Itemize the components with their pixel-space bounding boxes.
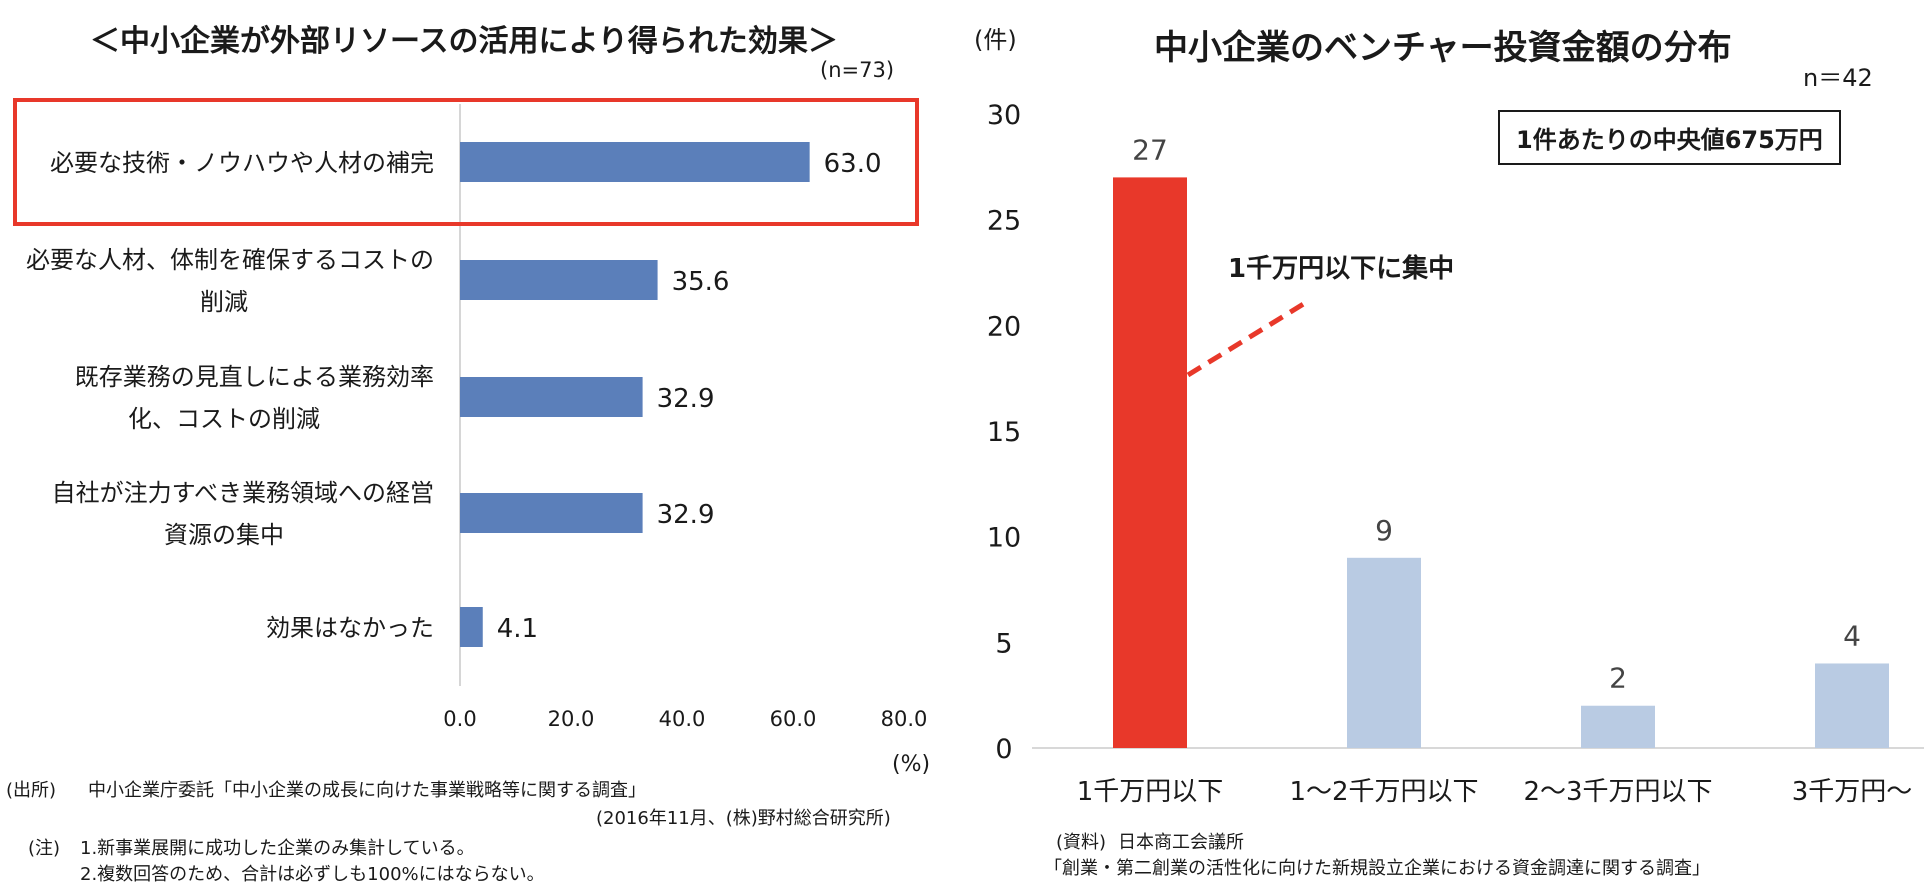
- left-chart-title: ＜中小企業が外部リソースの活用により得られた効果＞: [90, 24, 838, 59]
- right-chart-title: 中小企業のベンチャー投資金額の分布: [1154, 28, 1732, 68]
- right-value-label: 2: [1609, 662, 1627, 695]
- right-n-label: n＝42: [1803, 64, 1873, 92]
- right-y-tick-label: 20: [987, 311, 1021, 342]
- left-bar: [460, 142, 810, 182]
- left-note2: 2.複数回答のため、合計は必ずしも100%にはならない。: [80, 864, 545, 885]
- left-x-tick-label: 80.0: [881, 707, 928, 731]
- left-bar: [460, 607, 483, 647]
- right-y-tick-label: 30: [987, 100, 1021, 131]
- median-box: 1件あたりの中央値675万円: [1498, 110, 1841, 165]
- right-bar: [1347, 557, 1421, 748]
- left-category-label: 化、コストの削減: [128, 405, 320, 433]
- left-x-tick-label: 40.0: [659, 707, 706, 731]
- left-category-label: 必要な人材、体制を確保するコストの: [26, 246, 434, 274]
- right-unit-label: (件): [974, 26, 1017, 54]
- left-source-line2: (2016年11月、(株)野村総合研究所): [596, 808, 891, 829]
- left-category-label: 必要な技術・ノウハウや人材の補完: [50, 149, 434, 177]
- left-x-tick-label: 20.0: [548, 707, 595, 731]
- annotation-text: 1千万円以下に集中: [1228, 254, 1455, 284]
- left-bar: [460, 377, 643, 417]
- right-source-line1: 日本商工会議所: [1118, 832, 1244, 853]
- left-category-label: 資源の集中: [164, 521, 284, 549]
- right-category-label: 1千万円以下: [1077, 777, 1224, 807]
- left-x-tick-label: 60.0: [770, 707, 817, 731]
- left-category-label: 自社が注力すべき業務領域への経営: [52, 479, 434, 507]
- left-source-line1: 中小企業庁委託「中小企業の成長に向けた事業戦略等に関する調査」: [88, 780, 646, 801]
- left-category-label: 効果はなかった: [266, 614, 434, 642]
- right-value-label: 4: [1843, 619, 1861, 652]
- right-category-label: 3千万円～: [1792, 777, 1913, 807]
- right-y-tick-label: 0: [995, 734, 1012, 765]
- left-value-label: 35.6: [672, 267, 730, 297]
- right-value-label: 9: [1375, 514, 1393, 547]
- left-value-label: 63.0: [824, 149, 882, 179]
- annotation-line: [1186, 297, 1312, 378]
- left-value-label: 4.1: [497, 614, 538, 644]
- right-source-line2: 「創業・第二創業の活性化に向けた新規設立企業における資金調達に関する調査」: [1044, 858, 1710, 879]
- right-category-label: 1～2千万円以下: [1289, 777, 1478, 807]
- left-category-label: 既存業務の見直しによる業務効率: [75, 363, 434, 391]
- right-value-label: 27: [1132, 133, 1168, 166]
- left-note-label: (注): [28, 838, 61, 859]
- right-category-label: 2～3千万円以下: [1523, 777, 1712, 807]
- highlight-frame: [13, 98, 919, 226]
- right-source-label: (資料): [1056, 832, 1107, 853]
- right-bar: [1581, 705, 1655, 748]
- right-bar: [1815, 663, 1889, 748]
- right-bar-chart: 0 5 10 15 20 25 30 27 1千万円以下 9 1～2千万円以下 2 2～3千万円以下 4 3…: [987, 100, 1924, 807]
- left-unit-label: (%): [892, 752, 931, 777]
- left-n-label: (n=73): [820, 58, 895, 82]
- right-y-tick-label: 15: [987, 417, 1021, 448]
- right-y-tick-label: 10: [987, 523, 1021, 554]
- left-bar-chart: 0.0 20.0 40.0 60.0 80.0 63.0 必要な技術・ノウハウや人材の補完 3…: [13, 98, 928, 731]
- left-source-label: (出所): [6, 780, 57, 801]
- left-bar: [460, 260, 658, 300]
- right-bar: [1113, 177, 1187, 748]
- left-value-label: 32.9: [657, 384, 715, 414]
- left-x-tick-label: 0.0: [443, 707, 476, 731]
- right-y-tick-label: 5: [995, 628, 1012, 659]
- left-note1: 1.新事業展開に成功した企業のみ集計している。: [80, 838, 475, 859]
- left-category-label: 削減: [200, 288, 248, 316]
- left-bar: [460, 493, 643, 533]
- left-value-label: 32.9: [657, 500, 715, 530]
- right-y-tick-label: 25: [987, 206, 1021, 237]
